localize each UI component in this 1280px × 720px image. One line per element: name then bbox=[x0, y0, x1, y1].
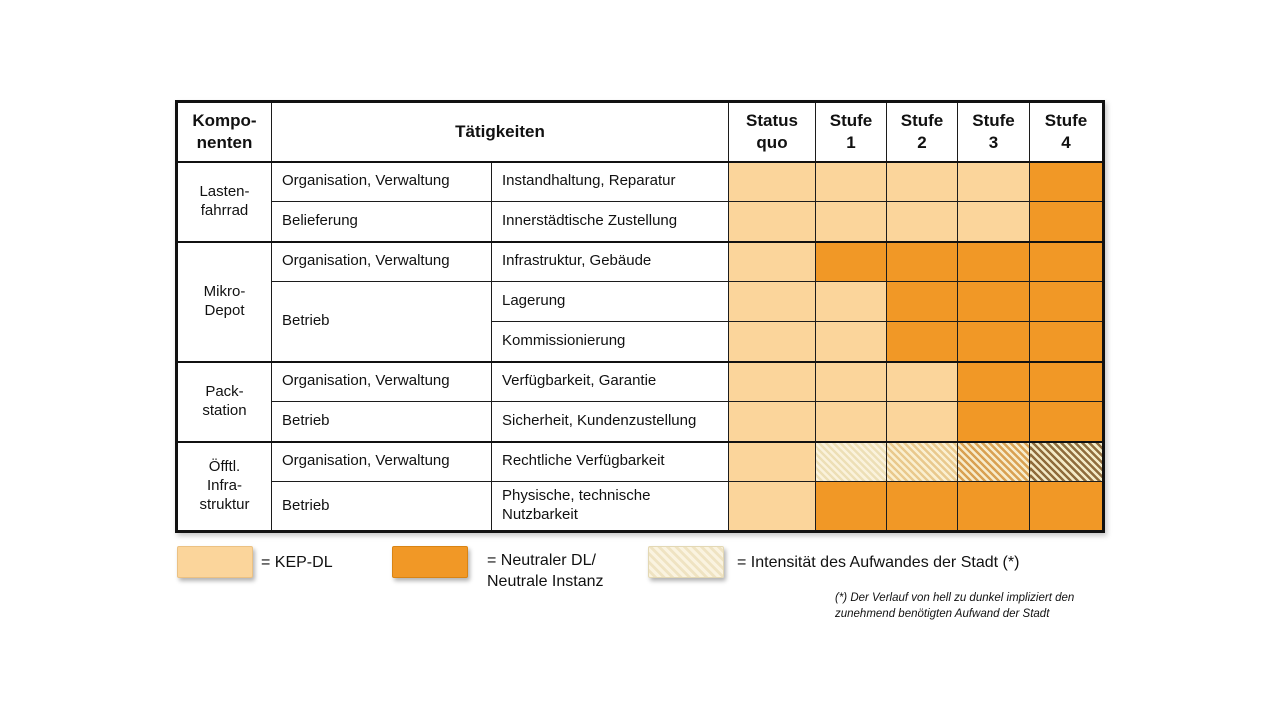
status-cell bbox=[728, 440, 816, 482]
status-cell bbox=[1029, 160, 1104, 202]
legend-swatch-kep-dl bbox=[177, 546, 253, 578]
status-cell bbox=[957, 440, 1030, 482]
header-taetigkeiten: Tätigkeiten bbox=[271, 101, 729, 163]
component-cell-lastenfahrrad: Lasten- fahrrad bbox=[176, 160, 272, 242]
legend-label-neutraler-dl: = Neutraler DL/ Neutrale Instanz bbox=[487, 552, 604, 590]
header-stufe-1: Stufe 1 bbox=[815, 101, 887, 163]
status-cell bbox=[815, 321, 887, 362]
activity-type-cell: Organisation, Verwaltung bbox=[271, 160, 492, 202]
header-row: Kompo- nenten Tätigkeiten Status quo Stu… bbox=[176, 101, 1104, 163]
status-cell bbox=[728, 481, 816, 532]
status-cell bbox=[957, 240, 1030, 282]
status-cell bbox=[886, 440, 958, 482]
status-cell bbox=[728, 321, 816, 362]
status-cell bbox=[815, 240, 887, 282]
legend-swatch-neutraler-dl bbox=[392, 546, 468, 578]
activity-cell: Innerstädtische Zustellung bbox=[491, 201, 729, 242]
activity-cell: Lagerung bbox=[491, 281, 729, 322]
table-row: Mikro- Depot Organisation, Verwaltung In… bbox=[176, 240, 1104, 362]
status-cell bbox=[957, 401, 1030, 442]
table-row: Pack- station Organisation, Verwaltung V… bbox=[176, 360, 1104, 442]
activity-type-cell: Belieferung bbox=[271, 201, 492, 242]
status-cell bbox=[957, 281, 1030, 322]
status-cell bbox=[815, 281, 887, 322]
table-row: Öfftl. Infra- struktur Organisation, Ver… bbox=[176, 440, 1104, 532]
status-cell bbox=[728, 240, 816, 282]
status-cell bbox=[886, 481, 958, 532]
activity-type-cell: Organisation, Verwaltung bbox=[271, 360, 492, 402]
header-stufe-4: Stufe 4 bbox=[1029, 101, 1104, 163]
status-cell bbox=[957, 481, 1030, 532]
header-komponenten: Kompo- nenten bbox=[176, 101, 272, 163]
table-row: Kommissionierung bbox=[177, 321, 1104, 362]
status-cell bbox=[815, 360, 887, 402]
activity-cell: Rechtliche Verfügbarkeit bbox=[491, 440, 729, 482]
status-cell bbox=[728, 281, 816, 322]
status-cell bbox=[1029, 401, 1104, 442]
activity-type-cell: Organisation, Verwaltung bbox=[271, 440, 492, 482]
activity-cell: Verfügbarkeit, Garantie bbox=[491, 360, 729, 402]
status-cell bbox=[1029, 440, 1104, 482]
header-stufe-2: Stufe 2 bbox=[886, 101, 958, 163]
status-cell bbox=[886, 281, 958, 322]
status-cell bbox=[1029, 281, 1104, 322]
status-cell bbox=[1029, 201, 1104, 242]
status-cell bbox=[957, 321, 1030, 362]
component-cell-mikrodepot: Mikro- Depot bbox=[176, 240, 272, 362]
table-row: Lasten- fahrrad Organisation, Verwaltung… bbox=[176, 160, 1104, 242]
status-cell bbox=[815, 440, 887, 482]
status-cell bbox=[815, 160, 887, 202]
component-cell-oefftl-infrastruktur: Öfftl. Infra- struktur bbox=[176, 440, 272, 532]
status-cell bbox=[1029, 240, 1104, 282]
status-cell bbox=[815, 401, 887, 442]
status-cell bbox=[957, 360, 1030, 402]
status-cell bbox=[957, 201, 1030, 242]
activity-type-cell: Organisation, Verwaltung bbox=[271, 240, 492, 282]
activity-cell: Instandhaltung, Reparatur bbox=[491, 160, 729, 202]
footnote-text: (*) Der Verlauf von hell zu dunkel impli… bbox=[835, 592, 1075, 620]
activity-cell: Physische, technische Nutzbarkeit bbox=[491, 481, 729, 532]
status-cell bbox=[815, 201, 887, 242]
table-row: Belieferung Innerstädtische Zustellung bbox=[177, 201, 1104, 242]
status-cell bbox=[728, 401, 816, 442]
activity-type-cell: Betrieb bbox=[271, 481, 492, 532]
activity-cell: Kommissionierung bbox=[491, 321, 729, 362]
legend-label-intensitaet: = Intensität des Aufwandes der Stadt (*) bbox=[737, 554, 1020, 571]
status-cell bbox=[815, 481, 887, 532]
table-row: Betrieb Physische, technische Nutzbarkei… bbox=[177, 481, 1104, 532]
status-cell bbox=[957, 160, 1030, 202]
status-cell bbox=[1029, 481, 1104, 532]
activity-cell: Sicherheit, Kundenzustellung bbox=[491, 401, 729, 442]
status-cell bbox=[728, 160, 816, 202]
header-stufe-3: Stufe 3 bbox=[957, 101, 1030, 163]
activity-cell: Infrastruktur, Gebäude bbox=[491, 240, 729, 282]
component-cell-packstation: Pack- station bbox=[176, 360, 272, 442]
status-cell bbox=[1029, 360, 1104, 402]
activity-type-cell: Betrieb bbox=[271, 401, 492, 442]
table-row: Betrieb Lagerung bbox=[177, 281, 1104, 362]
status-cell bbox=[886, 321, 958, 362]
legend-swatch-intensitaet bbox=[648, 546, 724, 578]
status-cell bbox=[886, 201, 958, 242]
status-cell bbox=[886, 401, 958, 442]
status-cell bbox=[886, 360, 958, 402]
status-cell bbox=[886, 160, 958, 202]
status-cell bbox=[886, 240, 958, 282]
header-status-quo: Status quo bbox=[728, 101, 816, 163]
responsibility-matrix-table: Kompo- nenten Tätigkeiten Status quo Stu… bbox=[175, 100, 1105, 533]
legend-label-kep-dl: = KEP-DL bbox=[261, 554, 333, 571]
status-cell bbox=[728, 360, 816, 402]
table-row: Betrieb Sicherheit, Kundenzustellung bbox=[177, 401, 1104, 442]
activity-type-cell: Betrieb bbox=[271, 281, 492, 362]
status-cell bbox=[728, 201, 816, 242]
status-cell bbox=[1029, 321, 1104, 362]
